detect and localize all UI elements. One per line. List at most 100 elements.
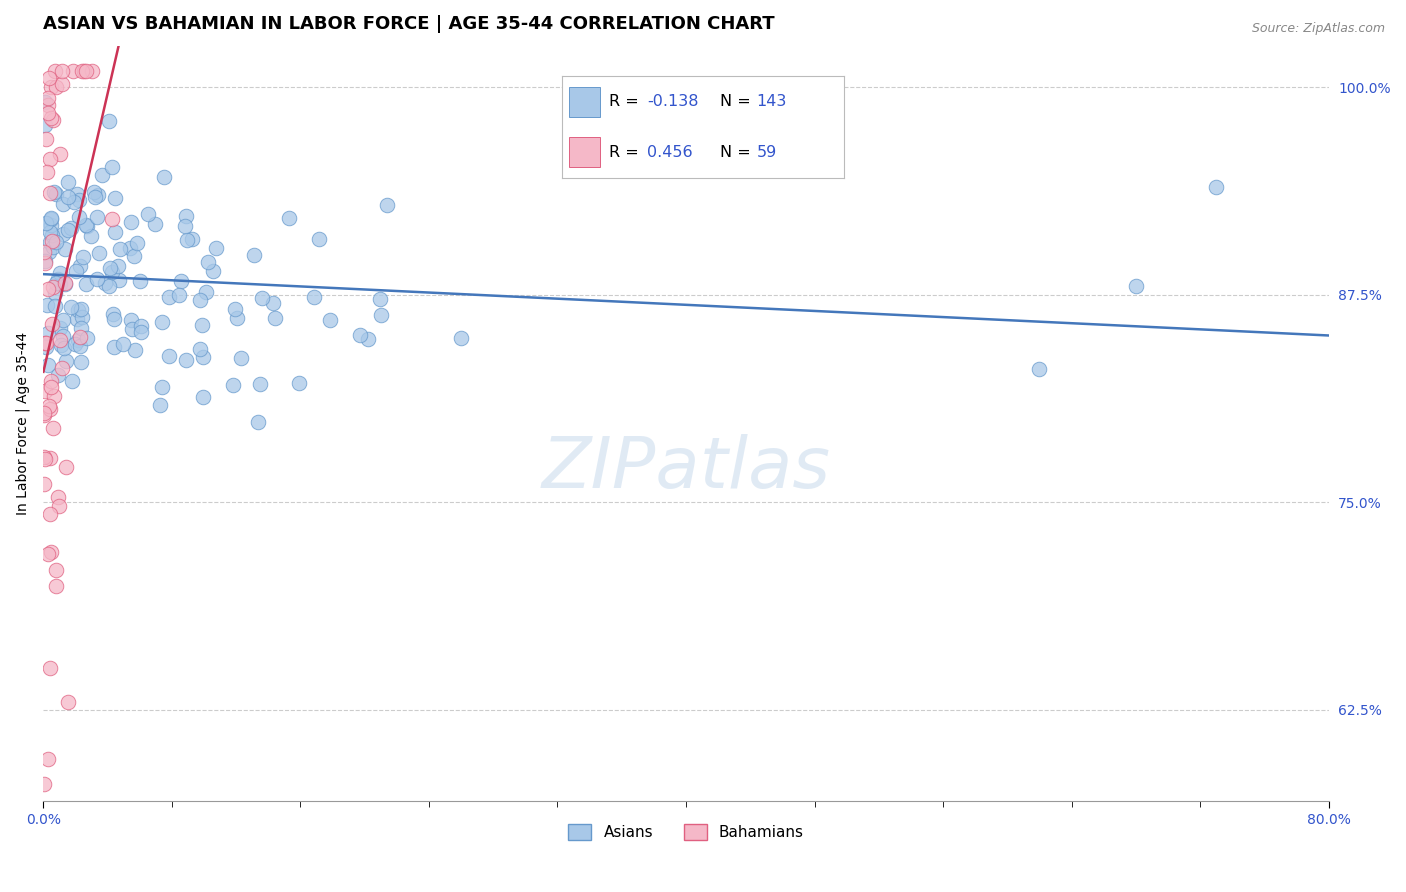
Point: [98, 261, 121, 276]
Point: [60, 300, 83, 314]
Point: [224, 302, 246, 317]
Point: [38, 244, 60, 259]
Point: [101, 160, 124, 174]
Point: [51, 338, 73, 352]
Point: [127, 235, 149, 250]
Point: [150, 380, 173, 394]
Point: [375, 197, 398, 211]
Point: [56, 223, 79, 237]
Point: [44, 299, 66, 313]
Point: [45, 80, 67, 95]
Text: N =: N =: [720, 94, 751, 109]
Text: 143: 143: [756, 94, 787, 109]
Point: [121, 322, 143, 336]
Point: [55, 459, 77, 474]
Point: [159, 349, 181, 363]
Point: [247, 415, 270, 429]
Point: [67, 333, 90, 347]
Point: [278, 211, 301, 225]
Point: [368, 293, 391, 307]
Point: [58, 190, 80, 204]
Point: [46, 490, 69, 504]
Point: [103, 340, 125, 354]
Point: [450, 331, 472, 345]
Point: [129, 325, 152, 339]
Point: [37, 547, 59, 561]
Point: [41, 228, 63, 243]
Point: [70, 310, 93, 324]
Point: [87, 187, 110, 202]
Point: [37, 91, 59, 105]
Point: [35, 340, 58, 354]
Point: [1028, 362, 1050, 376]
Point: [34, 384, 56, 398]
Point: [136, 207, 159, 221]
Point: [149, 398, 172, 412]
Point: [39, 450, 62, 465]
Point: [67, 193, 90, 207]
Point: [176, 233, 198, 247]
Point: [202, 263, 225, 277]
Point: [222, 378, 245, 392]
Point: [70, 321, 93, 335]
Point: [35, 216, 58, 230]
Point: [101, 212, 124, 227]
Point: [174, 219, 197, 233]
Point: [45, 563, 67, 577]
Point: [98, 278, 121, 293]
Point: [1125, 279, 1147, 293]
Point: [262, 295, 284, 310]
Point: [39, 374, 62, 388]
Point: [188, 342, 211, 356]
Point: [250, 291, 273, 305]
Point: [129, 319, 152, 334]
Point: [34, 336, 56, 351]
Point: [104, 225, 127, 239]
Point: [39, 219, 62, 233]
Point: [49, 147, 72, 161]
Point: [48, 277, 70, 292]
Point: [58, 175, 80, 189]
Point: [63, 336, 86, 351]
Point: [53, 342, 76, 356]
Bar: [569, 137, 600, 167]
Point: [263, 311, 285, 326]
Point: [152, 170, 174, 185]
Point: [32, 777, 55, 791]
Point: [231, 351, 253, 366]
Point: [53, 276, 76, 290]
Point: [44, 286, 66, 301]
Point: [37, 326, 59, 341]
Point: [39, 186, 62, 201]
Point: [55, 354, 77, 368]
Point: [157, 290, 180, 304]
Point: [52, 197, 75, 211]
Point: [150, 315, 173, 329]
Point: [174, 353, 197, 368]
Point: [226, 311, 249, 326]
Point: [39, 402, 62, 417]
Point: [1205, 179, 1227, 194]
Point: [39, 507, 62, 521]
Point: [204, 241, 226, 255]
Point: [83, 186, 105, 200]
Point: [44, 186, 66, 200]
Point: [41, 234, 63, 248]
Point: [82, 63, 104, 78]
Point: [48, 499, 70, 513]
Point: [41, 80, 63, 95]
Point: [32, 477, 55, 491]
Point: [80, 229, 103, 244]
Point: [32, 245, 55, 260]
Point: [70, 354, 93, 368]
Point: [91, 168, 114, 182]
Text: 59: 59: [756, 145, 776, 160]
Point: [37, 98, 59, 112]
Point: [41, 379, 63, 393]
Point: [42, 280, 65, 294]
Point: [51, 360, 73, 375]
Point: [42, 113, 65, 128]
Point: [191, 391, 214, 405]
Point: [37, 752, 59, 766]
Point: [302, 289, 325, 303]
